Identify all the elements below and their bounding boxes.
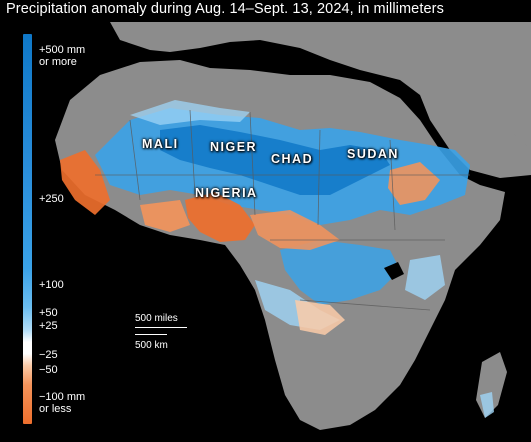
country-label-niger: NIGER xyxy=(210,140,258,154)
borders xyxy=(95,109,470,311)
country-label-mali: MALI xyxy=(142,137,179,151)
legend-label-25: +25 xyxy=(39,320,58,332)
country-label-nigeria: NIGERIA xyxy=(195,186,258,200)
scale-km-label: 500 km xyxy=(135,340,168,351)
land-arabia xyxy=(420,95,531,178)
legend-label-50: +50 xyxy=(39,307,58,319)
map-title: Precipitation anomaly during Aug. 14–Sep… xyxy=(6,1,444,17)
africa-map xyxy=(55,22,531,430)
lake-victoria xyxy=(384,262,404,280)
scale-km-line xyxy=(135,334,167,335)
anomaly-dry-light-south xyxy=(295,300,345,335)
anomaly-wet-madagascar xyxy=(480,392,494,418)
anomaly-wet-southeast xyxy=(405,255,445,300)
legend-label-minus50: −50 xyxy=(39,364,58,376)
scale-miles-label: 500 miles xyxy=(135,313,178,324)
anomaly-dry-east xyxy=(388,162,440,205)
land-north xyxy=(110,22,531,170)
legend-label-500: +500 mm or more xyxy=(39,44,86,68)
anomaly-dry-nigeria xyxy=(185,192,255,242)
anomaly-wet-core xyxy=(160,125,390,195)
country-label-chad: CHAD xyxy=(271,152,314,166)
legend-color-bar xyxy=(23,34,32,424)
legend-label-minus25: −25 xyxy=(39,349,58,361)
anomaly-dry-light-nigeria xyxy=(140,200,190,232)
anomaly-overlay xyxy=(60,100,494,418)
legend-label-100: +100 xyxy=(39,279,64,291)
anomaly-dry-westafrica xyxy=(60,150,110,215)
scale-miles-line xyxy=(135,327,187,328)
legend-label-250: +250 xyxy=(39,193,64,205)
country-label-sudan: SUDAN xyxy=(347,147,399,161)
legend-label-minus100: −100 mm or less xyxy=(39,391,86,415)
anomaly-wet-central xyxy=(280,240,400,305)
